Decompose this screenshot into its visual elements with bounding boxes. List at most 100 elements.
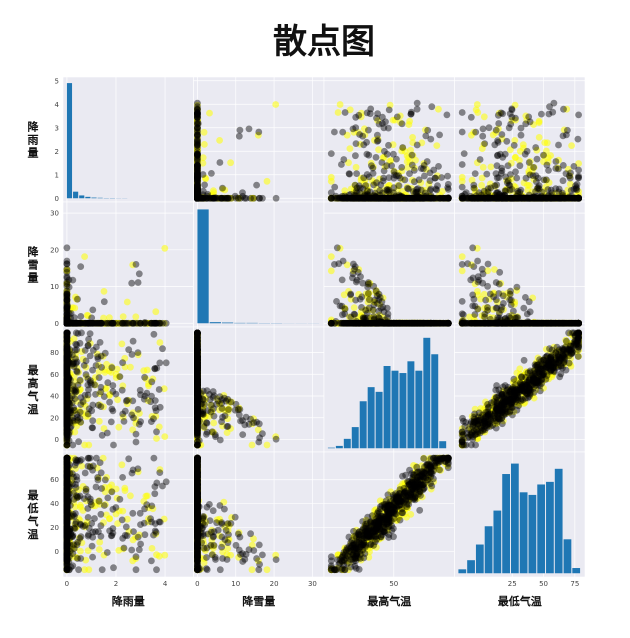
- scatter-point: [194, 194, 201, 202]
- scatter-point: [194, 194, 201, 202]
- scatter-point: [194, 194, 201, 202]
- scatter-point: [221, 194, 228, 202]
- scatter-point: [334, 109, 342, 116]
- scatter-point: [194, 194, 201, 202]
- scatter-point: [194, 194, 201, 202]
- scatter-point: [385, 181, 393, 189]
- scatter-point: [458, 177, 466, 185]
- scatter-point: [399, 194, 407, 202]
- scatter-point: [194, 194, 201, 202]
- scatter-point: [194, 194, 201, 202]
- scatter-point: [498, 167, 506, 175]
- scatter-point: [368, 162, 375, 170]
- scatter-point: [194, 194, 201, 202]
- scatter-point: [485, 124, 493, 132]
- scatter-point: [543, 176, 550, 184]
- scatter-point: [538, 110, 545, 118]
- scatter-point: [460, 150, 468, 158]
- scatter-point: [194, 194, 201, 202]
- scatter-point: [194, 186, 201, 194]
- scatter-point: [473, 101, 481, 108]
- scatter-point: [479, 163, 487, 171]
- scatter-point: [194, 194, 201, 202]
- scatter-point: [194, 189, 201, 197]
- scatter-point: [390, 167, 398, 175]
- scatter-point: [194, 194, 201, 202]
- scatter-point: [194, 194, 201, 202]
- scatter-point: [543, 161, 551, 169]
- scatter-point: [263, 177, 271, 185]
- scatter-point: [435, 105, 442, 113]
- scatter-point: [194, 194, 201, 202]
- scatter-point: [194, 194, 201, 202]
- scatter-point: [194, 194, 201, 202]
- scatter-point: [194, 141, 201, 149]
- scatter-point: [194, 194, 201, 202]
- scatter-point: [194, 194, 201, 202]
- scatter-point: [194, 191, 201, 199]
- scatter-point: [122, 319, 130, 327]
- scatter-point: [194, 194, 201, 202]
- scatter-point: [63, 296, 71, 304]
- scatter-point: [194, 194, 201, 202]
- scatter-point: [513, 174, 521, 182]
- scatter-point: [426, 169, 434, 177]
- scatter-point: [371, 179, 378, 187]
- scatter-point: [425, 194, 433, 202]
- scatter-point: [493, 162, 501, 170]
- scatter-point: [358, 304, 365, 311]
- scatter-point: [336, 302, 344, 310]
- scatter-point: [199, 194, 207, 202]
- scatter-point: [194, 194, 201, 202]
- scatter-point: [410, 167, 418, 174]
- scatter-point: [194, 194, 201, 202]
- scatter-point: [223, 194, 231, 202]
- scatter-point: [203, 194, 210, 202]
- scatter-point: [352, 194, 360, 202]
- scatter-point: [509, 194, 516, 202]
- scatter-point: [194, 194, 201, 202]
- scatter-point: [194, 174, 201, 182]
- scatter-point: [194, 110, 201, 118]
- scatter-point: [194, 194, 201, 202]
- scatter-point: [194, 194, 201, 202]
- scatter-point: [575, 111, 582, 119]
- scatter-point: [194, 194, 201, 202]
- scatter-point: [406, 170, 413, 178]
- scatter-point: [194, 169, 201, 177]
- scatter-point: [194, 194, 201, 202]
- scatter-point: [365, 191, 373, 199]
- scatter-point: [194, 194, 201, 202]
- scatter-point: [194, 162, 201, 170]
- scatter-point: [194, 194, 201, 202]
- scatter-point: [194, 194, 201, 202]
- scatter-point: [194, 120, 202, 127]
- scatter-point: [194, 194, 201, 202]
- scatter-point: [194, 194, 201, 202]
- scatter-point: [349, 125, 357, 133]
- scatter-point: [194, 194, 201, 202]
- chart-title: 散点图: [273, 22, 375, 62]
- scatter-point: [380, 153, 388, 161]
- scatter-point: [253, 181, 260, 189]
- scatter-point: [199, 171, 207, 178]
- scatter-point: [194, 185, 201, 193]
- scatter-point: [203, 194, 210, 202]
- scatter-point: [339, 257, 347, 265]
- scatter-point: [194, 194, 201, 202]
- scatter-point: [372, 154, 380, 161]
- scatter-point: [194, 194, 201, 202]
- scatter-point: [194, 194, 201, 202]
- scatter-point: [422, 165, 430, 173]
- scatter-point: [413, 193, 421, 201]
- scatter-point: [194, 194, 201, 202]
- scatter-point: [194, 170, 201, 178]
- scatter-point: [248, 194, 256, 202]
- scatter-point: [199, 194, 207, 202]
- panel-降雨量-vs-降雪量: [193, 76, 325, 203]
- scatter-point: [194, 182, 201, 189]
- scatter-point: [194, 194, 201, 202]
- scatter-point: [197, 194, 205, 202]
- scatter-point: [568, 142, 575, 150]
- scatter-point: [211, 194, 219, 202]
